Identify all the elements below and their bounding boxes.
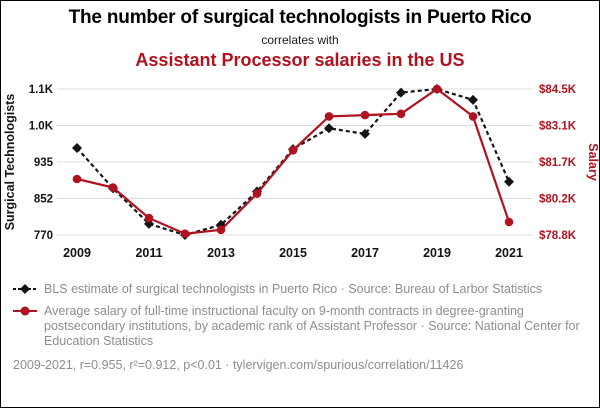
x-axis-tick-label: 2009 (63, 246, 91, 260)
correlates-with-label: correlates with (261, 32, 339, 47)
data-point-marker (396, 87, 406, 98)
y-axis-tick-label-right: $83.1K (539, 120, 577, 132)
series-line-salary (76, 87, 511, 235)
x-axis-tick-label: 2017 (351, 246, 379, 260)
legend: BLS estimate of surgical technologists i… (1, 273, 599, 350)
y-axis-tick-label-left: 935 (34, 157, 54, 169)
data-point-marker (216, 225, 226, 234)
x-axis-tick-label: 2021 (495, 246, 523, 260)
chart-canvas: 1.1K $84.5K 1.0K $83.1K 935 $81.7K 852 $80.2K 77… (3, 83, 600, 260)
x-axis-tick-label: 2015 (279, 246, 307, 260)
y-axis-tick-label-right: $81.7K (539, 157, 577, 169)
data-point-marker (180, 229, 190, 238)
y-axis-tick-label-left: 1.0K (29, 120, 54, 132)
data-point-marker (252, 188, 262, 198)
x-axis-tick-label: 2013 (207, 246, 235, 260)
x-axis-tick-label: 2019 (423, 246, 451, 260)
page-title: The number of surgical technologists in … (68, 7, 532, 28)
y-axis-tick-label-right: $80.2K (539, 193, 577, 205)
data-point-marker (504, 176, 514, 187)
data-point-marker (360, 110, 370, 120)
y-axis-title-right: Salary (586, 143, 600, 181)
y-axis-tick-label-right: $84.5K (539, 84, 577, 96)
y-axis-tick-label-left: 1.1K (29, 84, 54, 96)
data-point-marker (396, 109, 406, 118)
legend-text: BLS estimate of surgical technologists i… (44, 281, 543, 296)
y-axis-tick-label-left: 770 (34, 230, 53, 242)
data-point-marker (360, 128, 370, 139)
data-point-marker (468, 111, 478, 121)
data-point-marker (108, 182, 118, 192)
secondary-title: Assistant Processor salaries in the US (135, 49, 465, 70)
chart-titles: The number of surgical technologists in … (1, 1, 599, 71)
y-axis-title-left: Surgical Technologists (3, 93, 17, 230)
data-point-marker (324, 122, 334, 133)
y-axis-tick-label-right: $78.8K (539, 230, 577, 242)
legend-item-surgical-technologists: BLS estimate of surgical technologists i… (13, 282, 589, 299)
circle-marker-icon (13, 304, 37, 350)
data-point-marker (288, 145, 298, 155)
legend-text: Average salary of full-time instructiona… (44, 303, 580, 349)
legend-item-assistant-professor-salary: Average salary of full-time instructiona… (13, 304, 589, 350)
data-point-marker (468, 94, 478, 105)
x-axis-tick-label: 2011 (135, 246, 162, 260)
data-point-marker (324, 111, 334, 121)
data-point-marker (432, 84, 442, 93)
data-point-marker (504, 217, 514, 226)
data-point-marker (72, 142, 82, 153)
footer-stats: 2009-2021, r=0.955, r²=0.912, p<0.01 · t… (13, 357, 464, 372)
diamond-marker-icon (13, 282, 37, 299)
data-point-marker (144, 213, 154, 223)
data-point-marker (72, 174, 82, 183)
y-axis-tick-label-left: 852 (34, 193, 53, 205)
